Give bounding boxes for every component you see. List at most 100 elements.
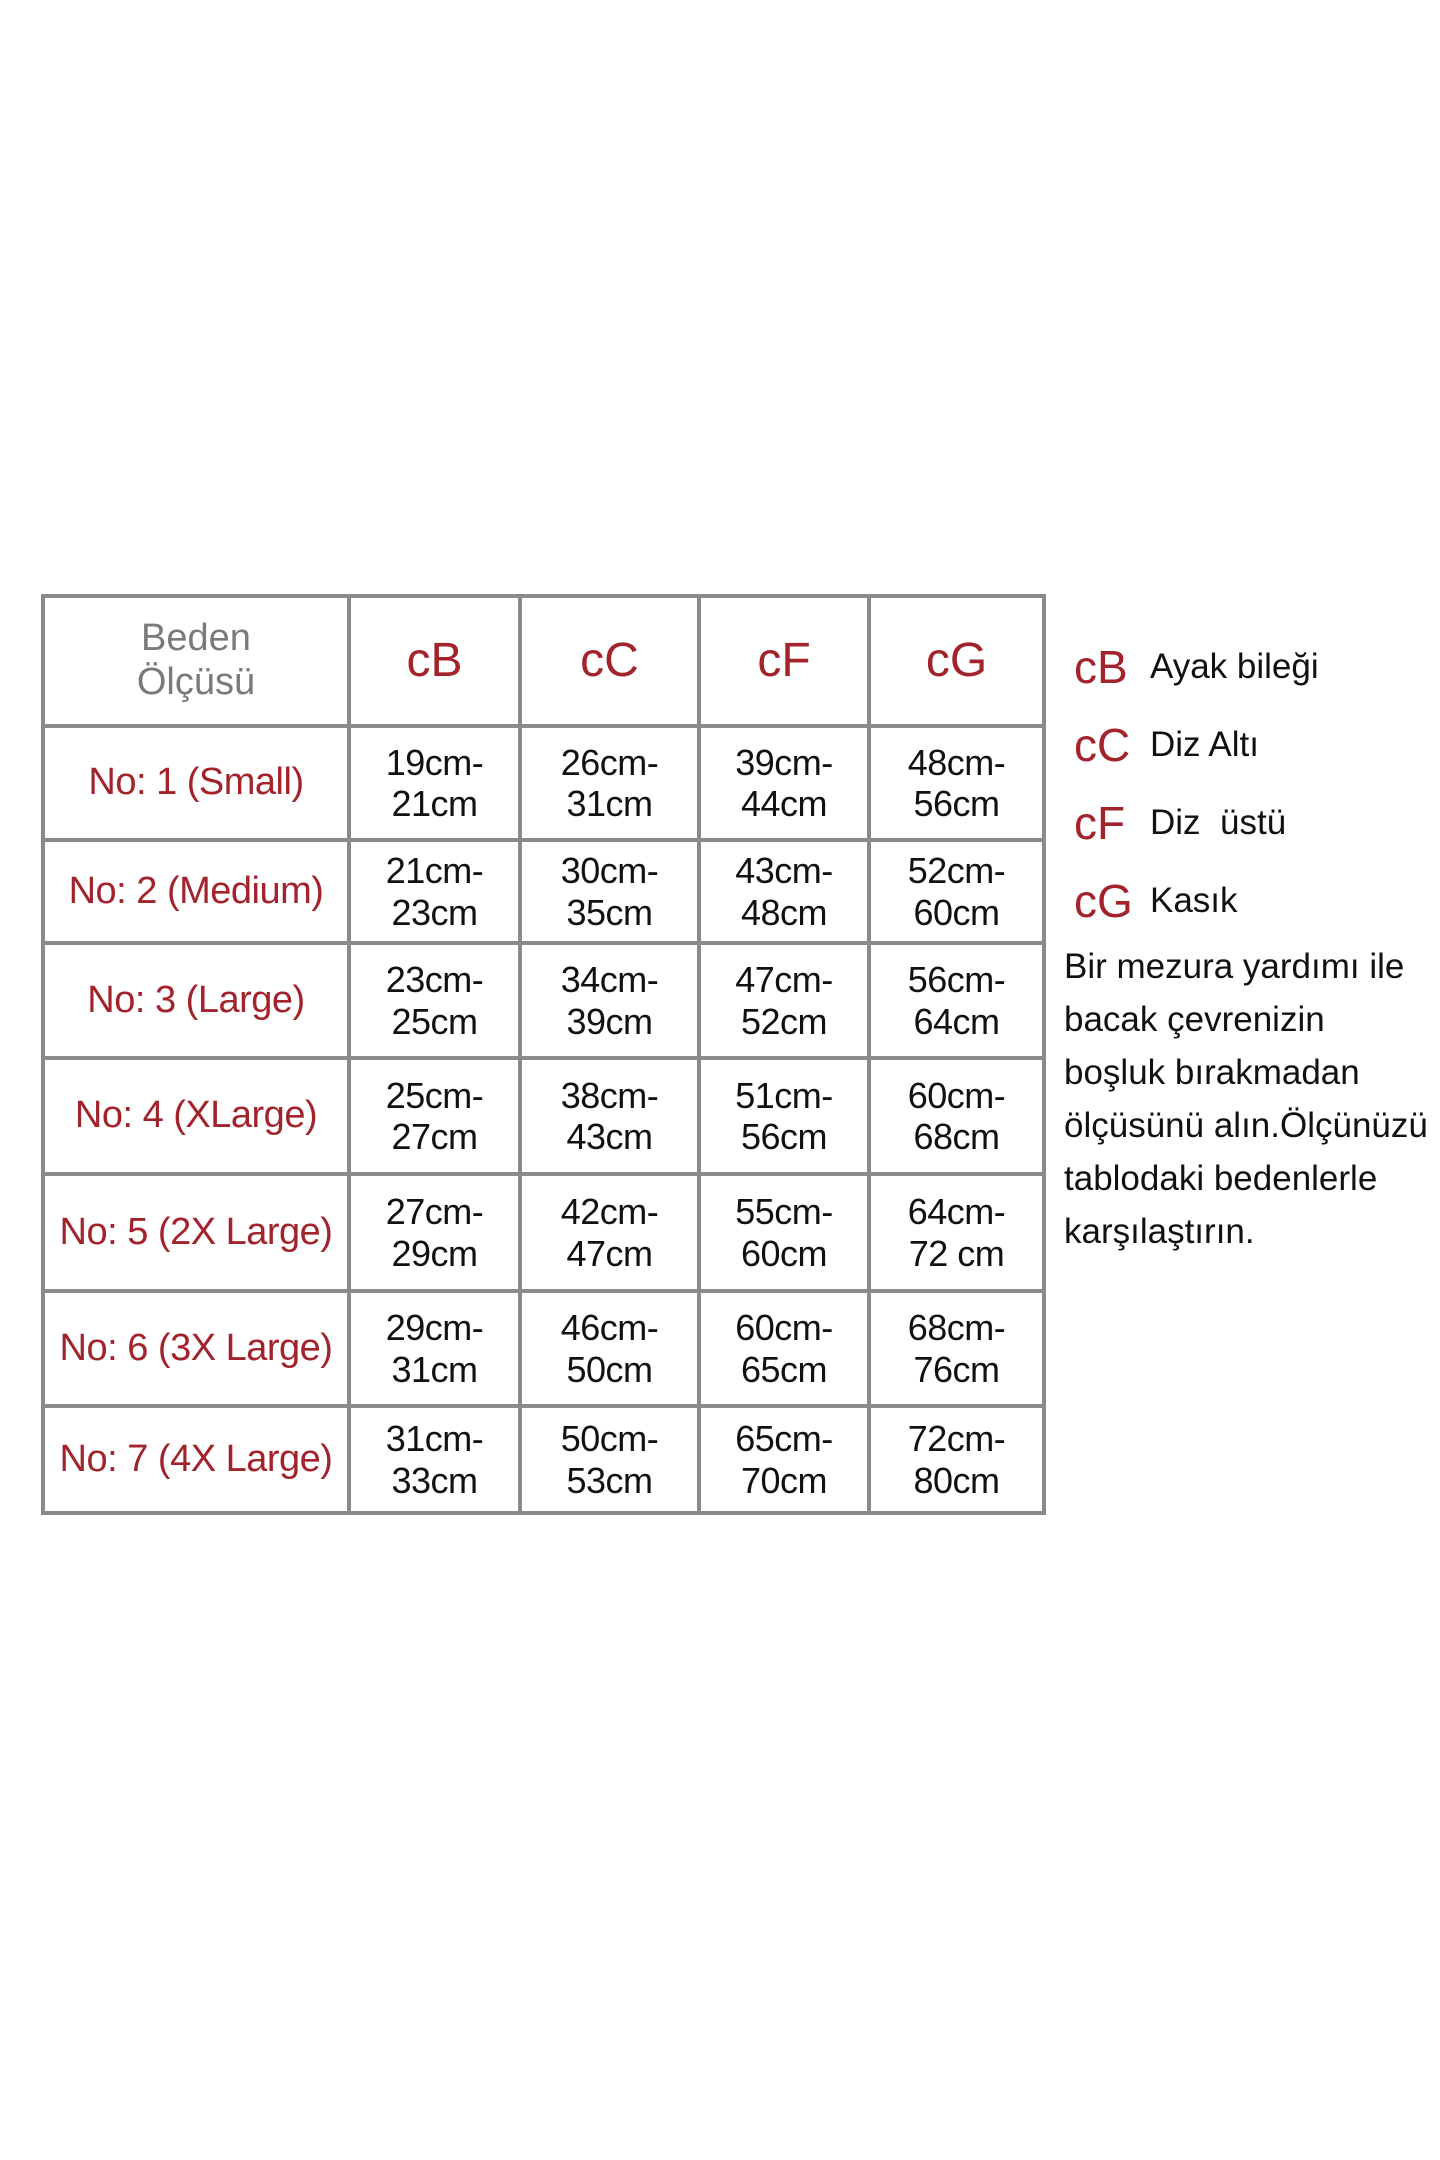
measurement-cell: 34cm- 39cm xyxy=(518,941,701,1060)
range-min: 34cm- xyxy=(560,959,659,1001)
range-min: 48cm- xyxy=(907,741,1006,783)
measurement-cell: 23cm- 25cm xyxy=(347,941,522,1060)
size-label: No: 2 (Medium) xyxy=(41,838,351,945)
range-max: 31cm xyxy=(566,783,653,824)
legend-item: cF Diz üstü xyxy=(1074,784,1319,862)
corner-label: Beden Ölçüsü xyxy=(41,594,351,728)
column-header: cG xyxy=(867,594,1046,728)
measurement-cell: 43cm- 48cm xyxy=(697,838,871,945)
measurement-cell: 47cm- 52cm xyxy=(697,941,871,1060)
size-label: No: 6 (3X Large) xyxy=(41,1289,351,1408)
range-min: 23cm- xyxy=(385,959,484,1001)
range-min: 55cm- xyxy=(735,1191,833,1233)
table-row: No: 2 (Medium) 21cm- 23cm 30cm- 35cm 43cm- 48c… xyxy=(41,838,1046,945)
measurement-cell: 68cm- 76cm xyxy=(867,1289,1046,1408)
range-max: 48cm xyxy=(740,891,828,933)
measurement-cell: 60cm- 65cm xyxy=(697,1289,871,1408)
size-label: No: 5 (2X Large) xyxy=(41,1172,351,1293)
measurement-cell: 60cm- 68cm xyxy=(867,1056,1046,1176)
legend-item: cG Kasık xyxy=(1074,862,1319,940)
header-row: Beden Ölçüsü cB cC cF cG xyxy=(41,594,1046,728)
measurement-cell: 56cm- 64cm xyxy=(867,941,1046,1060)
measurement-cell: 46cm- 50cm xyxy=(518,1289,701,1408)
legend-code: cB xyxy=(1074,641,1128,693)
table-row: No: 7 (4X Large) 31cm- 33cm 50cm- 53cm 65cm- 7… xyxy=(41,1404,1046,1515)
range-max: 23cm xyxy=(391,891,478,933)
range-min: 64cm- xyxy=(907,1191,1006,1233)
table-row: No: 1 (Small) 19cm- 21cm 26cm- 31cm 39cm- 44cm… xyxy=(41,724,1046,842)
range-min: 26cm- xyxy=(560,741,659,783)
range-max: 56cm xyxy=(913,783,1000,824)
range-min: 68cm- xyxy=(907,1307,1006,1349)
legend: cB Ayak bileği cC Diz Altı cF Diz üstü cG Kasık xyxy=(1074,628,1319,940)
range-max: 39cm xyxy=(566,1000,653,1042)
range-max: 21cm xyxy=(391,783,478,824)
range-max: 35cm xyxy=(566,891,653,933)
measurement-cell: 26cm- 31cm xyxy=(518,724,701,842)
range-max: 53cm xyxy=(566,1459,653,1501)
range-max: 70cm xyxy=(740,1459,828,1501)
range-max: 72 cm xyxy=(908,1232,1005,1274)
measurement-cell: 27cm- 29cm xyxy=(347,1172,522,1293)
range-min: 52cm- xyxy=(907,850,1006,892)
range-max: 68cm xyxy=(913,1116,1000,1157)
range-min: 38cm- xyxy=(560,1074,659,1116)
measurement-cell: 52cm- 60cm xyxy=(867,838,1046,945)
measurement-cell: 21cm- 23cm xyxy=(347,838,522,945)
measurement-cell: 42cm- 47cm xyxy=(518,1172,701,1293)
legend-code: cG xyxy=(1074,875,1133,927)
table-row: No: 5 (2X Large) 27cm- 29cm 42cm- 47cm 55cm- 6… xyxy=(41,1172,1046,1293)
measurement-cell: 30cm- 35cm xyxy=(518,838,701,945)
measurement-cell: 25cm- 27cm xyxy=(347,1056,522,1176)
range-min: 30cm- xyxy=(560,850,659,892)
table-row: No: 3 (Large) 23cm- 25cm 34cm- 39cm 47cm- 52cm… xyxy=(41,941,1046,1060)
range-min: 51cm- xyxy=(735,1074,833,1116)
column-header: cC xyxy=(518,594,701,728)
measurement-cell: 48cm- 56cm xyxy=(867,724,1046,842)
measurement-cell: 29cm- 31cm xyxy=(347,1289,522,1408)
size-label: No: 3 (Large) xyxy=(41,941,351,1060)
range-min: 19cm- xyxy=(385,741,484,783)
range-min: 29cm- xyxy=(385,1307,484,1349)
legend-item: cB Ayak bileği xyxy=(1074,628,1319,706)
corner-label-text: Beden Ölçüsü xyxy=(136,617,256,703)
measurement-cell: 39cm- 44cm xyxy=(697,724,871,842)
range-min: 21cm- xyxy=(385,850,484,892)
range-min: 43cm- xyxy=(735,850,833,892)
legend-description: Diz üstü xyxy=(1150,803,1287,842)
size-chart-table: Beden Ölçüsü cB cC cF cG No: 1 (Small) 19… xyxy=(41,594,1046,1515)
measurement-cell: 51cm- 56cm xyxy=(697,1056,871,1176)
range-min: 47cm- xyxy=(735,959,833,1001)
range-min: 56cm- xyxy=(907,959,1006,1001)
measurement-cell: 65cm- 70cm xyxy=(697,1404,871,1515)
range-min: 60cm- xyxy=(735,1307,833,1349)
range-max: 64cm xyxy=(913,1000,1000,1042)
legend-item: cC Diz Altı xyxy=(1074,706,1319,784)
range-min: 39cm- xyxy=(735,741,833,783)
table-row: No: 4 (XLarge) 25cm- 27cm 38cm- 43cm 51cm- 56c… xyxy=(41,1056,1046,1176)
range-max: 76cm xyxy=(913,1348,1000,1390)
column-header: cF xyxy=(697,594,871,728)
range-min: 42cm- xyxy=(560,1191,659,1233)
legend-description: Diz Altı xyxy=(1150,725,1259,764)
range-max: 65cm xyxy=(740,1348,828,1390)
range-max: 25cm xyxy=(391,1000,478,1042)
size-label: No: 4 (XLarge) xyxy=(41,1056,351,1176)
measurement-cell: 64cm- 72 cm xyxy=(867,1172,1046,1293)
range-max: 27cm xyxy=(391,1116,478,1157)
range-max: 47cm xyxy=(566,1232,653,1274)
range-min: 31cm- xyxy=(385,1418,484,1460)
range-max: 29cm xyxy=(391,1232,478,1274)
range-max: 60cm xyxy=(913,891,1000,933)
legend-code: cF xyxy=(1074,797,1126,849)
range-max: 56cm xyxy=(740,1116,828,1157)
range-max: 44cm xyxy=(740,783,828,824)
range-min: 25cm- xyxy=(385,1074,484,1116)
measurement-cell: 31cm- 33cm xyxy=(347,1404,522,1515)
column-header: cB xyxy=(347,594,522,728)
measurement-note: Bir mezura yardımı ile bacak çevrenizin … xyxy=(1064,947,1428,1251)
range-min: 46cm- xyxy=(560,1307,659,1349)
range-min: 27cm- xyxy=(385,1191,484,1233)
measurement-cell: 50cm- 53cm xyxy=(518,1404,701,1515)
table-row: No: 6 (3X Large) 29cm- 31cm 46cm- 50cm 60cm- 6… xyxy=(41,1289,1046,1408)
